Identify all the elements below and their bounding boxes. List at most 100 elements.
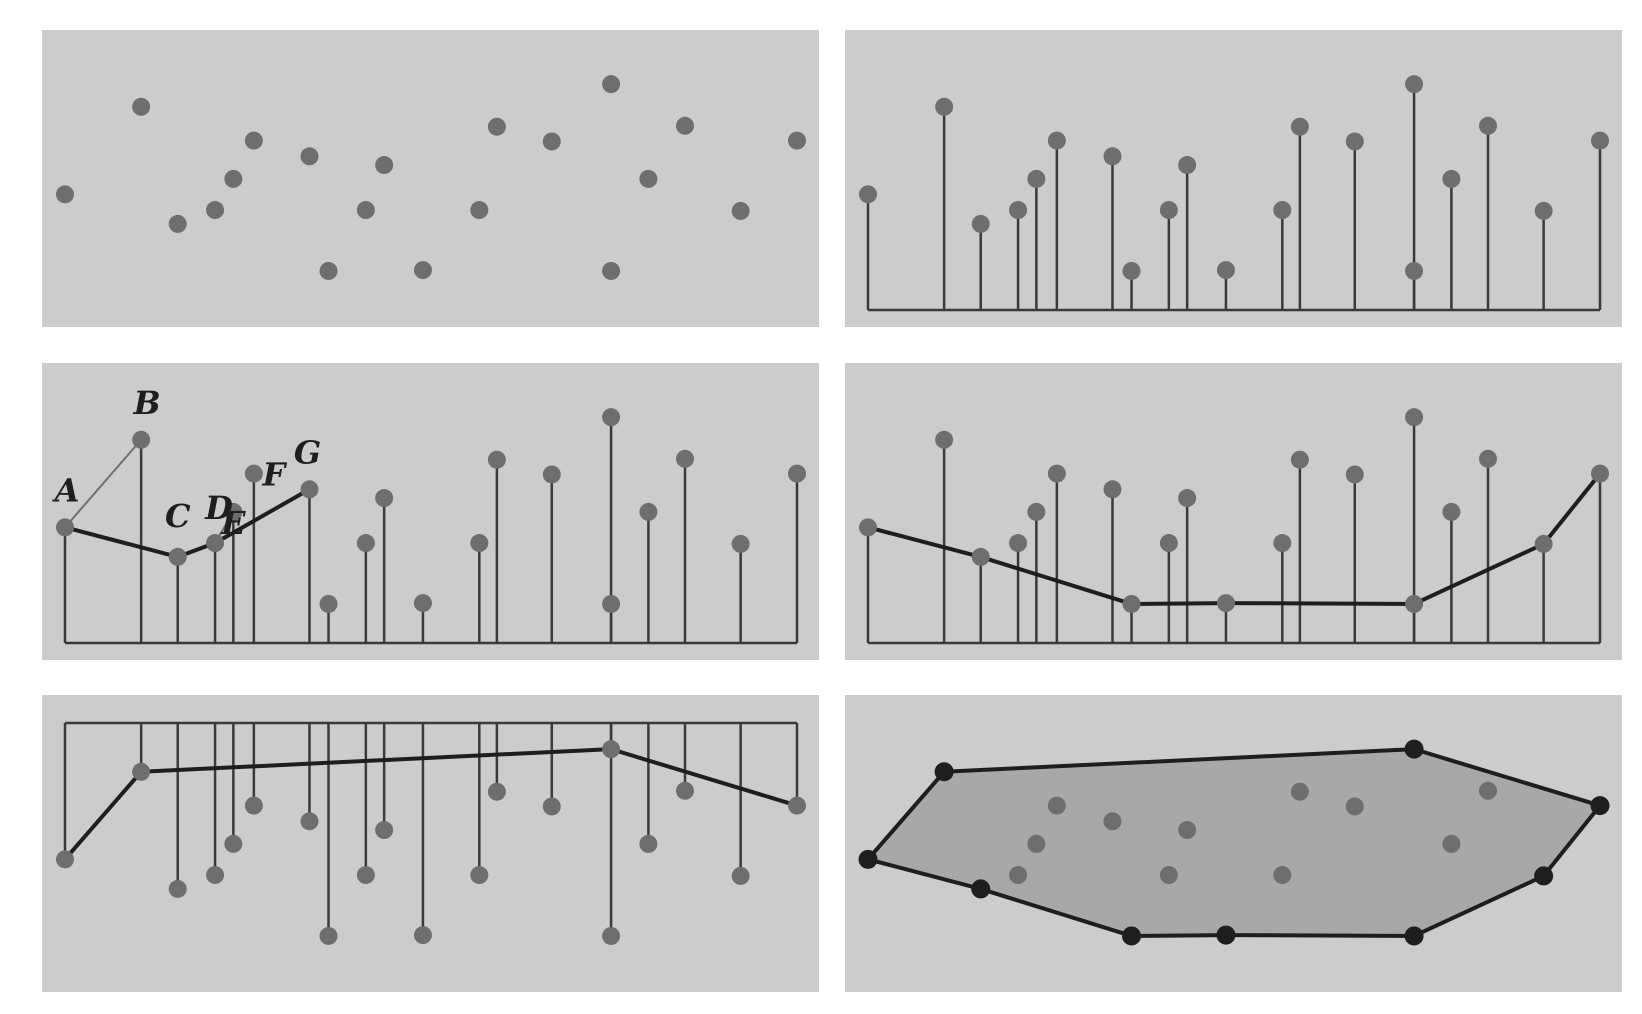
panel-points-sorted-by-x-from-baseline [845,30,1622,327]
data-point [1345,465,1364,484]
data-point [1405,408,1424,427]
data-point [132,97,151,116]
data-point [375,156,394,175]
data-point [1442,169,1461,188]
data-point [413,261,432,280]
data-point [413,926,432,945]
data-point [1479,781,1498,800]
panel-background [42,30,819,327]
data-point [542,465,561,484]
data-point [56,185,74,204]
data-point [1027,834,1046,853]
data-point [971,547,990,566]
data-point [375,489,394,508]
panel-background [845,363,1622,660]
data-point [788,796,806,815]
hull-vertex [1534,866,1554,886]
data-point [639,502,658,521]
data-point [1534,201,1553,220]
data-point [206,534,225,553]
data-point [1178,489,1197,508]
data-point [1103,480,1122,499]
data-point [1442,502,1461,521]
data-point [487,450,506,469]
data-point [859,518,877,537]
data-point [1027,502,1046,521]
data-point [56,850,74,869]
hull-vertex [1404,739,1424,759]
data-point [1534,534,1553,553]
data-point [1405,594,1424,613]
data-point [300,480,319,499]
hull-vertex [1216,925,1236,945]
lower-hull-chain [63,747,798,861]
data-point [487,117,506,136]
data-point [244,464,263,483]
lower-hull-chain [866,747,1601,861]
data-point [602,75,621,94]
hull-vertex [1404,926,1424,946]
panel-lower-hull-from-top-line [42,695,819,992]
data-point [731,534,750,553]
data-point [168,214,187,233]
hull-vertex [858,849,878,869]
data-point [1442,834,1461,853]
hull-vertex [1122,926,1142,946]
data-point [1159,866,1178,885]
data-point [935,430,954,449]
data-point [206,201,225,220]
panel-upper-hull-complete [845,363,1622,660]
point-label-e: E [220,504,246,542]
data-point [676,116,695,135]
data-point [542,797,561,816]
data-point [470,201,489,220]
data-point [132,762,151,781]
data-point [676,449,695,468]
data-point [639,169,658,188]
data-point [1591,464,1609,483]
data-point [413,594,432,613]
data-point [470,866,489,885]
panel-background [42,363,819,660]
hull-vertex [934,762,954,782]
data-point [542,132,561,151]
data-point [1103,812,1122,831]
data-point [1591,131,1609,150]
data-point [224,834,243,853]
data-point [1216,594,1235,613]
data-point [1345,132,1364,151]
data-point [470,534,489,553]
panel-background [42,695,819,992]
data-point [1273,534,1292,553]
data-point [319,261,338,280]
data-point [859,185,877,204]
point-label-a: A [52,471,80,509]
data-point [1047,796,1066,815]
data-point [244,796,263,815]
data-point [356,201,375,220]
data-point [639,834,658,853]
data-point [1009,534,1028,553]
data-point [1159,534,1178,553]
data-point [300,147,319,166]
data-point [602,261,621,280]
data-point [224,502,243,521]
data-point [1405,261,1424,280]
data-point [1159,201,1178,220]
data-point [132,430,151,449]
data-point [319,926,338,945]
panel-scattered-points [42,30,819,327]
data-point [731,866,750,885]
data-point [375,821,394,840]
data-point [1009,866,1028,885]
data-point [1345,797,1364,816]
candidate-edge [64,439,142,529]
data-point [602,408,621,427]
data-point [1405,75,1424,94]
data-point [1103,147,1122,166]
data-point [319,594,338,613]
panel-background [845,30,1622,327]
data-point [1479,449,1498,468]
data-point [1122,261,1141,280]
